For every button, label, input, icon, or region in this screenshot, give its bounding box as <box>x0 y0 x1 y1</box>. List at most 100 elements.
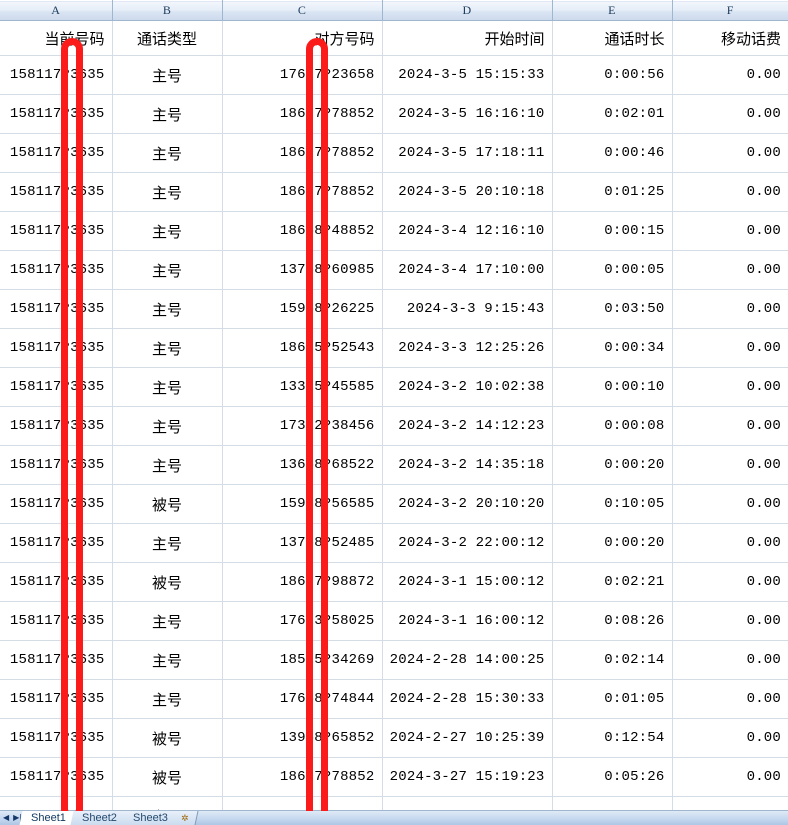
cell-other-number[interactable]: 17658?74844 <box>222 679 383 719</box>
cell-call-type[interactable]: 主号 <box>112 601 223 641</box>
cell-start-time[interactable]: 2024-3-5 15:15:33 <box>382 55 553 95</box>
column-header-e[interactable]: E <box>552 0 673 21</box>
cell-call-type[interactable]: 主号 <box>112 289 223 329</box>
cell-start-time[interactable]: 2024-3-1 16:00:12 <box>382 601 553 641</box>
cell-fee[interactable]: 0.00 <box>672 523 788 563</box>
cell-fee[interactable]: 0.00 <box>672 445 788 485</box>
cell-fee[interactable]: 0.00 <box>672 172 788 212</box>
cell-fee[interactable]: 0.00 <box>672 562 788 602</box>
header-cell-start-time[interactable]: 开始时间 <box>382 20 553 56</box>
cell-other-number[interactable]: 18525?34269 <box>222 640 383 680</box>
cell-call-type[interactable]: 主号 <box>112 328 223 368</box>
cell-call-type[interactable]: 被号 <box>112 757 223 797</box>
cell-current-number[interactable]: 158117?3635 <box>0 211 113 251</box>
cell-call-type[interactable]: 主号 <box>112 640 223 680</box>
nav-first-sheet-icon[interactable]: ◀ <box>3 813 10 822</box>
cell-other-number[interactable]: 18658?48852 <box>222 211 383 251</box>
add-sheet-icon[interactable]: ✲ <box>172 811 199 825</box>
cell-fee[interactable]: 0.00 <box>672 406 788 446</box>
cell-other-number[interactable]: 13325?45585 <box>222 367 383 407</box>
cell-duration[interactable]: 0:02:01 <box>552 94 673 134</box>
cell-duration[interactable]: 0:00:15 <box>552 211 673 251</box>
cell-start-time[interactable]: 2024-3-2 22:00:12 <box>382 523 553 563</box>
cell-call-type[interactable]: 主号 <box>112 250 223 290</box>
cell-other-number[interactable]: 13658?68522 <box>222 445 383 485</box>
cell-current-number[interactable]: 158117?3635 <box>0 523 113 563</box>
cell-start-time[interactable]: 2024-3-27 19:14:14 <box>382 796 553 811</box>
cell-call-type[interactable]: 主号 <box>112 94 223 134</box>
cell-call-type[interactable]: 主号 <box>112 445 223 485</box>
cell-call-type[interactable]: 主号 <box>112 172 223 212</box>
cell-fee[interactable]: 0.00 <box>672 796 788 811</box>
cell-start-time[interactable]: 2024-3-2 14:35:18 <box>382 445 553 485</box>
sheet-tab-bar[interactable]: ◀ ▶| Sheet1 Sheet2 Sheet3 ✲ <box>0 810 788 825</box>
cell-duration[interactable]: 0:01:05 <box>552 679 673 719</box>
cell-other-number[interactable]: 18697?78852 <box>222 133 383 173</box>
column-header-d[interactable]: D <box>382 0 553 21</box>
cell-duration[interactable]: 0:00:34 <box>552 328 673 368</box>
sheet-tab-sheet2[interactable]: Sheet2 <box>70 811 128 825</box>
cell-current-number[interactable]: 158117?3635 <box>0 328 113 368</box>
cell-call-type[interactable]: 主号 <box>112 796 223 811</box>
cell-current-number[interactable]: 158117?3635 <box>0 679 113 719</box>
cell-start-time[interactable]: 2024-3-27 15:19:23 <box>382 757 553 797</box>
cell-other-number[interactable]: 13768?60985 <box>222 250 383 290</box>
cell-current-number[interactable]: 158117?3635 <box>0 250 113 290</box>
cell-call-type[interactable]: 主号 <box>112 133 223 173</box>
cell-call-type[interactable]: 主号 <box>112 367 223 407</box>
cell-duration[interactable]: 0:00:05 <box>552 250 673 290</box>
cell-start-time[interactable]: 2024-3-1 15:00:12 <box>382 562 553 602</box>
cell-call-type[interactable]: 主号 <box>112 679 223 719</box>
cell-fee[interactable]: 0.00 <box>672 94 788 134</box>
column-header-a[interactable]: A <box>0 0 113 21</box>
cell-current-number[interactable]: 158117?3635 <box>0 601 113 641</box>
cell-other-number[interactable]: 18697?78852 <box>222 94 383 134</box>
cell-other-number[interactable]: 18685?52543 <box>222 328 383 368</box>
cell-call-type[interactable]: 主号 <box>112 211 223 251</box>
cell-duration[interactable]: 0:01:25 <box>552 172 673 212</box>
cell-other-number[interactable]: 13958?65852 <box>222 718 383 758</box>
cell-duration[interactable]: 0:12:54 <box>552 718 673 758</box>
cell-start-time[interactable]: 2024-2-28 14:00:25 <box>382 640 553 680</box>
cell-other-number[interactable]: 13768?52485 <box>222 523 383 563</box>
cell-fee[interactable]: 0.00 <box>672 640 788 680</box>
cell-current-number[interactable]: 158117?3635 <box>0 757 113 797</box>
cell-fee[interactable]: 0.00 <box>672 757 788 797</box>
cell-fee[interactable]: 0.00 <box>672 328 788 368</box>
cell-duration[interactable]: 0:02:09 <box>552 796 673 811</box>
cell-start-time[interactable]: 2024-3-3 9:15:43 <box>382 289 553 329</box>
cell-other-number[interactable]: 17677?23658 <box>222 55 383 95</box>
cell-other-number[interactable]: 18697?78852 <box>222 757 383 797</box>
cell-duration[interactable]: 0:00:46 <box>552 133 673 173</box>
cell-current-number[interactable]: 158117?3635 <box>0 172 113 212</box>
cell-duration[interactable]: 0:10:05 <box>552 484 673 524</box>
cell-current-number[interactable]: 158117?3635 <box>0 289 113 329</box>
cell-call-type[interactable]: 被号 <box>112 484 223 524</box>
cell-duration[interactable]: 0:08:26 <box>552 601 673 641</box>
sheet-tab-sheet3[interactable]: Sheet3 <box>121 811 179 825</box>
cell-duration[interactable]: 0:00:10 <box>552 367 673 407</box>
cell-other-number[interactable]: 15958?26225 <box>222 289 383 329</box>
cell-other-number[interactable]: 15978?56585 <box>222 484 383 524</box>
cell-fee[interactable]: 0.00 <box>672 718 788 758</box>
cell-start-time[interactable]: 2024-3-2 14:12:23 <box>382 406 553 446</box>
column-header-f[interactable]: F <box>672 0 788 21</box>
cell-fee[interactable]: 0.00 <box>672 250 788 290</box>
cell-current-number[interactable]: 158117?3635 <box>0 796 113 811</box>
cell-duration[interactable]: 0:02:14 <box>552 640 673 680</box>
cell-fee[interactable]: 0.00 <box>672 679 788 719</box>
cell-current-number[interactable]: 158117?3635 <box>0 133 113 173</box>
cell-other-number[interactable]: 17623?58025 <box>222 601 383 641</box>
cell-duration[interactable]: 0:00:20 <box>552 445 673 485</box>
cell-start-time[interactable]: 2024-2-27 10:25:39 <box>382 718 553 758</box>
sheet-tab-sheet1[interactable]: Sheet1 <box>19 811 77 825</box>
cell-start-time[interactable]: 2024-3-5 16:16:10 <box>382 94 553 134</box>
cell-other-number[interactable]: 18697?78852 <box>222 172 383 212</box>
cell-duration[interactable]: 0:03:50 <box>552 289 673 329</box>
header-cell-other-number[interactable]: 对方号码 <box>222 20 383 56</box>
cell-fee[interactable]: 0.00 <box>672 55 788 95</box>
cell-start-time[interactable]: 2024-3-2 20:10:20 <box>382 484 553 524</box>
cell-other-number[interactable]: 17322?38456 <box>222 406 383 446</box>
cell-start-time[interactable]: 2024-3-5 17:18:11 <box>382 133 553 173</box>
